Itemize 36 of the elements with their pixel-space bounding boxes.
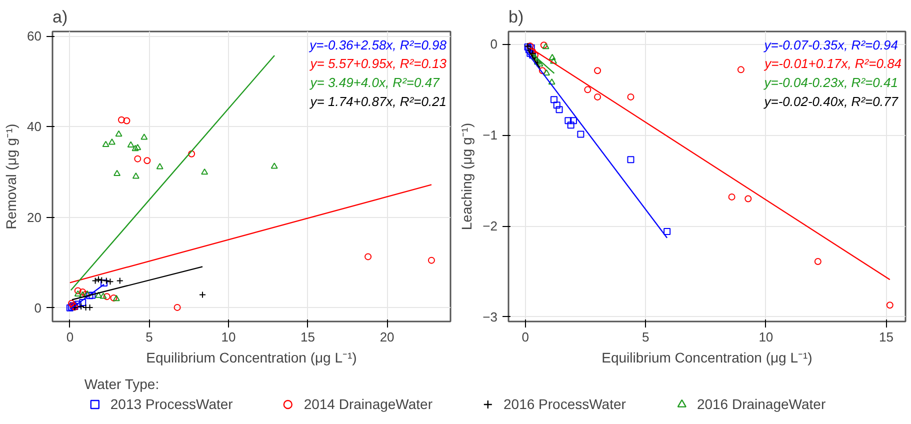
annotation: y= 5.57+0.95x, R²=0.13 (309, 56, 448, 72)
y-tick-label: 40 (27, 119, 42, 134)
x-axis-title: Equilibrium Concentration (μg L⁻¹) (602, 350, 812, 366)
y-axis-title: Leaching (μg g⁻¹) (458, 122, 475, 230)
x-tick-label: 10 (221, 330, 236, 344)
y-tick-label: 0 (490, 36, 498, 52)
y-tick-label: −1 (482, 128, 498, 143)
chart-title: a) (52, 8, 68, 26)
x-axis-title: Equilibrium Concentration (μg L⁻¹) (146, 350, 357, 366)
legend-label: 2014 DrainageWater (304, 396, 432, 412)
y-tick-label: 60 (27, 28, 42, 44)
x-tick-label: 0 (66, 330, 74, 344)
x-tick-label: 10 (758, 330, 774, 344)
annotation: y=-0.07-0.35x, R²=0.94 (763, 37, 898, 52)
legend-label: 2016 DrainageWater (696, 396, 826, 412)
x-tick-label: 15 (879, 330, 894, 344)
y-axis-title: Removal (μg g⁻¹) (3, 124, 20, 230)
y-tick-label: 20 (27, 210, 42, 225)
annotation: y=-0.02-0.40x, R²=0.77 (763, 94, 899, 109)
y-tick-label: −3 (482, 309, 498, 324)
y-tick-label: 0 (34, 300, 42, 316)
y-tick-label: −2 (482, 218, 498, 234)
legend-label: 2016 ProcessWater (504, 396, 626, 412)
x-tick-label: 5 (642, 330, 650, 344)
legend-title: Water Type: (84, 376, 160, 392)
x-tick-label: 5 (146, 330, 153, 344)
annotation: y= 3.49+4.0x, R²=0.47 (309, 75, 440, 90)
annotation: y= 1.74+0.87x, R²=0.21 (309, 94, 447, 109)
annotation: y=-0.36+2.58x, R²=0.98 (308, 37, 448, 52)
legend-label: 2013 ProcessWater (110, 396, 233, 412)
x-tick-label: 20 (380, 330, 394, 344)
x-tick-label: 0 (522, 330, 529, 344)
x-tick-label: 15 (300, 330, 316, 344)
annotation: y=-0.01+0.17x, R²=0.84 (764, 56, 902, 72)
annotation: y=-0.04-0.23x, R²=0.41 (763, 75, 898, 90)
chart-title: b) (508, 8, 524, 26)
